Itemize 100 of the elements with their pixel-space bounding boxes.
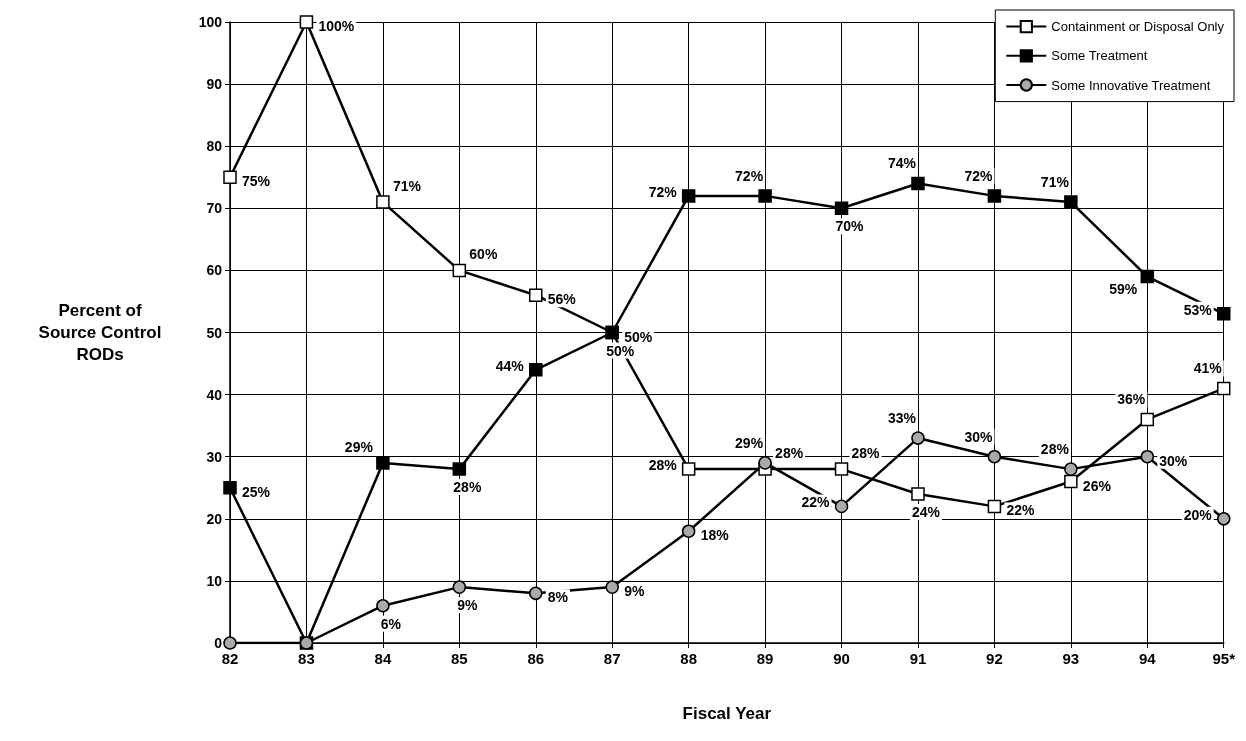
data-label: 71% [1040, 174, 1070, 191]
data-label: 71% [392, 178, 422, 195]
data-label: 60% [469, 246, 498, 263]
x-tick-label: 93 [1062, 650, 1080, 667]
data-label: 72% [964, 167, 993, 184]
x-tick-label: 83 [298, 650, 315, 667]
data-label: 9% [624, 583, 645, 600]
x-axis-title: Fiscal Year [682, 704, 772, 723]
data-label: 28% [648, 457, 678, 474]
y-tick-label: 20 [206, 510, 223, 527]
data-label: 22% [1006, 502, 1035, 519]
data-label: 36% [1117, 391, 1146, 408]
data-label: 53% [1183, 301, 1213, 318]
legend-label: Containment or Disposal Only [1051, 19, 1225, 35]
x-tick-label: 90 [833, 650, 850, 667]
point [987, 499, 1002, 514]
y-tick-label: 80 [206, 138, 223, 155]
point [1064, 462, 1078, 476]
y-tick-label: 50 [206, 324, 223, 341]
data-label: 70% [835, 218, 865, 235]
point [376, 456, 390, 470]
y-tick-label: 100 [198, 14, 223, 30]
data-label: 59% [1109, 280, 1138, 297]
x-tick-label: 88 [680, 650, 697, 667]
x-tick-label: 92 [986, 650, 1003, 667]
data-label: 25% [242, 483, 271, 500]
data-label: 56% [547, 291, 577, 308]
point [299, 15, 314, 29]
point [834, 462, 849, 476]
data-label: 30% [964, 428, 993, 445]
x-tick-label: 91 [909, 650, 927, 667]
y-tick-label: 30 [206, 448, 223, 465]
point [223, 170, 237, 184]
data-label: 8% [547, 589, 569, 606]
point [605, 580, 619, 594]
data-label: 24% [911, 503, 941, 520]
data-label: 28% [775, 445, 804, 462]
point [452, 462, 467, 476]
point [681, 189, 696, 203]
data-label: 100% [318, 18, 355, 34]
x-tick-label: 86 [527, 650, 545, 667]
x-tick-label: 85 [450, 650, 468, 667]
data-label: 28% [1040, 441, 1070, 458]
data-label: 29% [735, 434, 764, 451]
data-label: 75% [242, 173, 271, 190]
data-label: 72% [648, 183, 678, 200]
point [376, 598, 390, 613]
y-tick-label: 40 [206, 386, 223, 403]
data-label: 50% [624, 328, 653, 345]
data-label: 30% [1159, 452, 1188, 469]
data-label: 50% [606, 342, 635, 359]
data-label: 26% [1082, 477, 1112, 494]
point [758, 189, 772, 203]
x-tick-label: 87 [603, 650, 621, 667]
point [529, 586, 543, 601]
point [1140, 269, 1155, 284]
data-label: 18% [700, 527, 730, 544]
data-label: 6% [380, 615, 402, 632]
y-tick-label: 0 [214, 635, 223, 651]
point [1140, 412, 1155, 427]
x-tick-label: 94 [1138, 650, 1157, 667]
point [452, 580, 467, 594]
point [911, 176, 925, 191]
x-tick-label: 82 [221, 650, 239, 667]
point [911, 487, 925, 501]
data-label: 20% [1183, 506, 1213, 523]
legend-label: Some Treatment [1051, 48, 1148, 64]
point [681, 524, 696, 538]
data-label: 74% [887, 155, 917, 172]
y-tick-label: 60 [206, 262, 223, 279]
point [1216, 381, 1231, 396]
point [987, 189, 1002, 203]
point [911, 431, 925, 445]
data-label: 29% [344, 438, 374, 455]
point [1064, 195, 1078, 209]
data-label: 28% [453, 479, 482, 496]
x-tick-label: 84 [374, 650, 392, 667]
point [529, 363, 543, 377]
point [1064, 474, 1078, 489]
point [758, 456, 772, 470]
y-axis-title: Percent of Source Control RODs [38, 301, 162, 364]
y-tick-label: 10 [206, 572, 223, 589]
data-label: 9% [457, 597, 478, 614]
point [452, 263, 467, 278]
point [834, 499, 849, 514]
data-label: 41% [1193, 360, 1223, 377]
point [1217, 512, 1231, 526]
data-label: 22% [801, 494, 831, 511]
y-tick-label: 90 [206, 76, 223, 93]
point [987, 449, 1002, 464]
x-tick-label: 89 [756, 650, 774, 667]
point [376, 195, 390, 209]
point [223, 481, 237, 495]
point [681, 462, 696, 476]
data-label: 44% [495, 357, 525, 374]
point [834, 201, 849, 216]
point [1140, 449, 1155, 464]
data-label: 28% [851, 445, 881, 462]
point [1216, 307, 1231, 321]
data-label: 33% [887, 410, 917, 427]
